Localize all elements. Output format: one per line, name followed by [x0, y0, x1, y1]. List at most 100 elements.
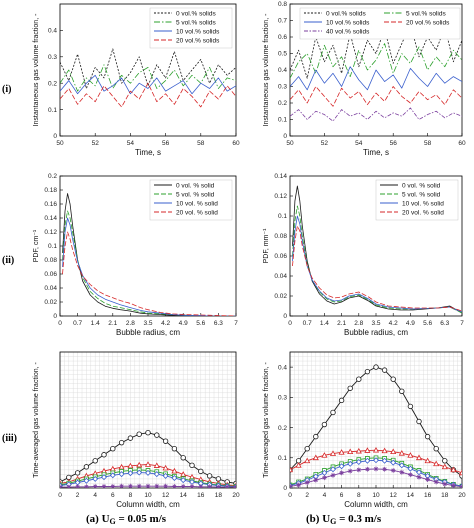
series-line-b2-2 — [292, 215, 462, 313]
x-tick-label: 2.1 — [337, 320, 346, 327]
x-tick-label: 18 — [215, 492, 223, 499]
x-tick-label: 50 — [286, 140, 294, 147]
data-point — [101, 452, 107, 458]
data-point — [459, 484, 462, 488]
y-tick-label: 0.12 — [274, 193, 287, 200]
y-tick-label: 0 — [283, 485, 287, 492]
x-tick-label: 2.1 — [108, 320, 117, 327]
data-point — [372, 446, 380, 453]
data-point — [330, 409, 336, 416]
caption-left-suffix: = 0.05 m/s — [116, 513, 167, 525]
data-point — [365, 466, 370, 472]
x-tick-label: 12 — [390, 492, 398, 499]
panel-b1: 50 52 54 56 58 60 0 0.1 0.2 0.3 0.4 0.5 0.6 0.7 0.8 Tim… — [263, 1, 466, 157]
data-point — [450, 466, 457, 473]
data-point — [144, 461, 152, 467]
data-point — [127, 435, 134, 441]
series-line-a2-1 — [62, 210, 236, 316]
x-tick-label: 16 — [197, 492, 205, 499]
data-point — [313, 477, 319, 483]
legend-label: 5 vol.% solids — [176, 20, 216, 27]
data-point — [128, 483, 133, 488]
series-line-a1-3 — [60, 82, 236, 108]
data-point — [321, 421, 328, 428]
x-tick-label: 10 — [144, 492, 152, 499]
y-axis-label: PDF, cm⁻¹ — [33, 229, 40, 262]
axes-frame-a1 — [59, 3, 237, 137]
data-point — [312, 454, 319, 461]
data-point — [83, 477, 90, 484]
y-tick-label: 0.08 — [44, 257, 57, 264]
data-point — [101, 484, 107, 488]
series-line-b2-0 — [292, 185, 462, 314]
x-axis-label: Time, s — [363, 148, 389, 157]
x-tick-label: 60 — [232, 140, 240, 147]
series-group-a1 — [60, 48, 236, 108]
x-tick-label: 0 — [58, 492, 62, 499]
caption-left-prefix: (a) U — [86, 513, 110, 525]
data-point — [458, 469, 462, 476]
data-point — [322, 475, 327, 481]
series-line-b1-3 — [290, 86, 462, 107]
x-tick-label: 2 — [305, 492, 309, 499]
data-point — [92, 484, 98, 488]
data-point — [198, 484, 204, 488]
data-point — [390, 376, 396, 382]
legend-box — [149, 7, 233, 49]
legend-b2: 0 vol. % solid 5 vol. % solid 10 vol. % so… — [375, 179, 459, 221]
legend-label: 10 vol.% solids — [326, 20, 370, 27]
y-tick-label: 0.3 — [278, 84, 287, 91]
data-point — [330, 466, 336, 473]
data-point — [153, 462, 160, 468]
data-point — [355, 447, 362, 454]
data-point — [347, 468, 353, 474]
legend-a2: 0 vol. % solid 5 vol. % solid 10 vol. % so… — [149, 179, 233, 221]
data-point — [407, 452, 414, 458]
data-point — [382, 466, 387, 472]
x-tick-label: 54 — [127, 140, 135, 147]
data-point — [416, 418, 422, 425]
data-point — [398, 462, 405, 469]
legend-label: 20 vol.% solids — [406, 20, 450, 27]
data-point — [381, 457, 388, 464]
data-point — [119, 483, 124, 488]
x-tick-label: 3.5 — [143, 320, 152, 327]
series-group-a3 — [60, 429, 236, 488]
y-tick-label: 0 — [53, 133, 57, 140]
data-point — [136, 461, 143, 468]
data-point — [304, 457, 311, 464]
x-tick-label: 4.9 — [179, 320, 188, 327]
x-tick-label: 10 — [372, 492, 380, 499]
x-tick-label: 0.7 — [303, 320, 312, 327]
legend-label: 20 vol.% solids — [176, 38, 220, 45]
legend-label: 20 vol. % solid — [176, 210, 218, 217]
y-tick-label: 0.2 — [48, 80, 57, 87]
data-point — [198, 468, 204, 475]
y-tick-label: 0.08 — [274, 233, 287, 240]
y-tick-label: 0.16 — [44, 201, 57, 208]
data-point — [338, 463, 345, 470]
series-line-b1-4 — [290, 107, 462, 122]
x-tick-label: 0.7 — [73, 320, 82, 327]
data-point — [347, 460, 354, 467]
x-tick-label: 6 — [340, 492, 344, 499]
data-point — [154, 432, 160, 438]
data-point — [373, 466, 379, 472]
data-point — [118, 471, 125, 478]
data-point — [398, 450, 405, 456]
data-point — [110, 446, 116, 452]
data-point — [145, 429, 151, 436]
row-label-ii: (ii) — [2, 255, 14, 266]
x-tick-label: 2.8 — [126, 320, 135, 327]
data-point — [162, 464, 169, 471]
y-tick-label: 0.1 — [48, 107, 57, 114]
data-point — [171, 467, 178, 474]
data-point — [180, 484, 186, 488]
y-tick-label: 0.4 — [48, 28, 57, 35]
data-point — [321, 469, 328, 476]
y-tick-label: 0.7 — [278, 18, 287, 25]
panel-b2: 0 0.7 1.4 2.1 2.8 3.5 4.2 4.9 5.6 6.3 7 0 0.02 0.04 0.… — [263, 173, 464, 337]
series-line-b1-0 — [290, 23, 462, 79]
legend-label: 0 vol. % solid — [402, 183, 441, 190]
